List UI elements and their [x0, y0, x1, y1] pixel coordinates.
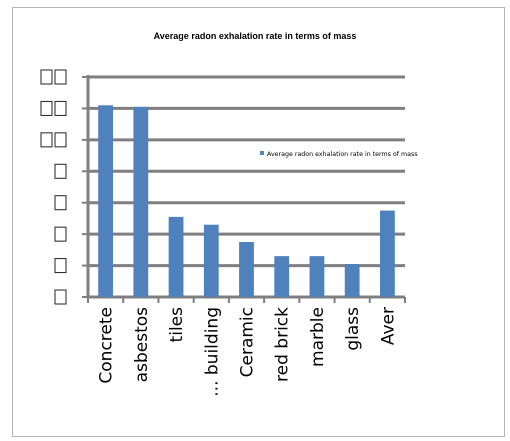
bar [168, 216, 184, 297]
x-tick-label: Aver [378, 307, 398, 345]
x-tick-label: Concrete [97, 307, 117, 384]
y-tick-label [54, 132, 67, 148]
y-tick-label [54, 226, 67, 242]
bar [133, 106, 149, 297]
bar [239, 242, 254, 297]
bar [309, 256, 325, 297]
bar [274, 256, 290, 297]
legend-label: Average radon exhalation rate in terms o… [267, 151, 418, 158]
x-tick-label: ... building [202, 307, 222, 397]
x-tick-label: tiles [167, 307, 187, 343]
chart-border [12, 7, 505, 437]
legend-swatch [260, 151, 264, 155]
y-tick-label [54, 69, 67, 85]
bar [344, 264, 360, 297]
y-tick-label [54, 100, 67, 116]
x-tick-label: glass [343, 307, 363, 351]
y-tick-label [54, 289, 67, 305]
x-tick-label: marble [308, 307, 328, 367]
y-tick-label [40, 69, 53, 85]
y-tick-label [40, 132, 53, 148]
x-tick-label: Ceramic [238, 307, 258, 377]
bar [98, 105, 114, 298]
y-tick-label [40, 100, 53, 116]
x-tick-label: red brick [273, 307, 293, 382]
bar [379, 210, 395, 297]
chart-title: Average radon exhalation rate in terms o… [153, 31, 357, 41]
y-tick-label [54, 195, 67, 211]
y-tick-label [54, 258, 67, 274]
x-tick-label: asbestos [132, 307, 152, 382]
y-tick-label [54, 163, 67, 179]
bar [203, 224, 219, 297]
